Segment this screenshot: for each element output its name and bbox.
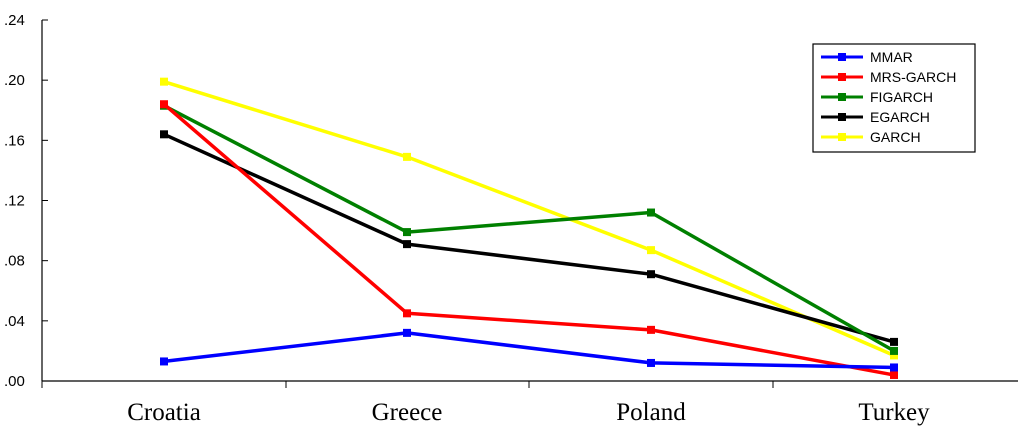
legend-label: EGARCH [870,109,930,125]
x-tick-label: Turkey [858,399,930,426]
y-tick-label: .00 [4,373,25,390]
series-line [163,80,895,358]
y-tick-label: .20 [4,72,25,89]
legend: MMAR MRS-GARCH FIGARCH EGARCH GARCH [812,43,976,153]
series-figarch [160,101,898,355]
y-tick-label: .12 [4,193,25,210]
legend-item: GARCH [821,129,921,145]
x-tick-label: Greece [372,399,443,426]
data-point [403,240,411,249]
legend-item: FIGARCH [821,89,933,105]
data-point [160,357,168,366]
legend-label: GARCH [870,129,921,145]
y-tick-label: .24 [4,12,25,29]
data-point [160,77,168,86]
legend-label: MMAR [870,49,913,65]
data-point [890,370,898,379]
x-tick-label: Poland [616,399,686,426]
series-garch [160,77,898,360]
data-point [403,328,411,337]
data-point [890,346,898,355]
data-point [403,152,411,161]
data-point [647,246,655,255]
series-layer [160,77,898,379]
legend-marker [838,93,846,101]
data-point [890,351,898,360]
legend-label: MRS-GARCH [870,69,956,85]
y-tick-label: .04 [4,313,25,330]
x-axis-ticks: Croatia Greece Poland Turkey [41,381,930,426]
legend-item: EGARCH [821,109,930,125]
series-line [163,104,895,353]
y-tick-label: .16 [4,132,25,149]
data-point [647,270,655,279]
data-point [403,228,411,237]
data-point [160,100,168,109]
data-point [647,208,655,217]
data-point [160,130,168,139]
data-point [890,363,898,372]
x-tick-label: Croatia [127,399,201,426]
series-mrs-garch [160,100,898,379]
y-axis-ticks: .00 .04 .08 .12 .16 .20 .24 [4,12,48,390]
legend-item: MMAR [821,49,913,65]
legend-marker [838,53,846,61]
series-mmar [160,328,898,372]
series-line [162,102,895,377]
series-egarch [160,130,898,346]
legend-marker [838,73,846,81]
legend-item: MRS-GARCH [821,69,956,85]
series-line [163,331,895,370]
data-point [647,325,655,334]
legend-marker [838,133,846,141]
y-tick-label: .08 [4,253,25,270]
data-point [647,358,655,367]
data-point [890,337,898,346]
legend-label: FIGARCH [870,89,933,105]
series-line [163,132,895,344]
data-point [403,309,411,318]
legend-marker [838,113,846,121]
